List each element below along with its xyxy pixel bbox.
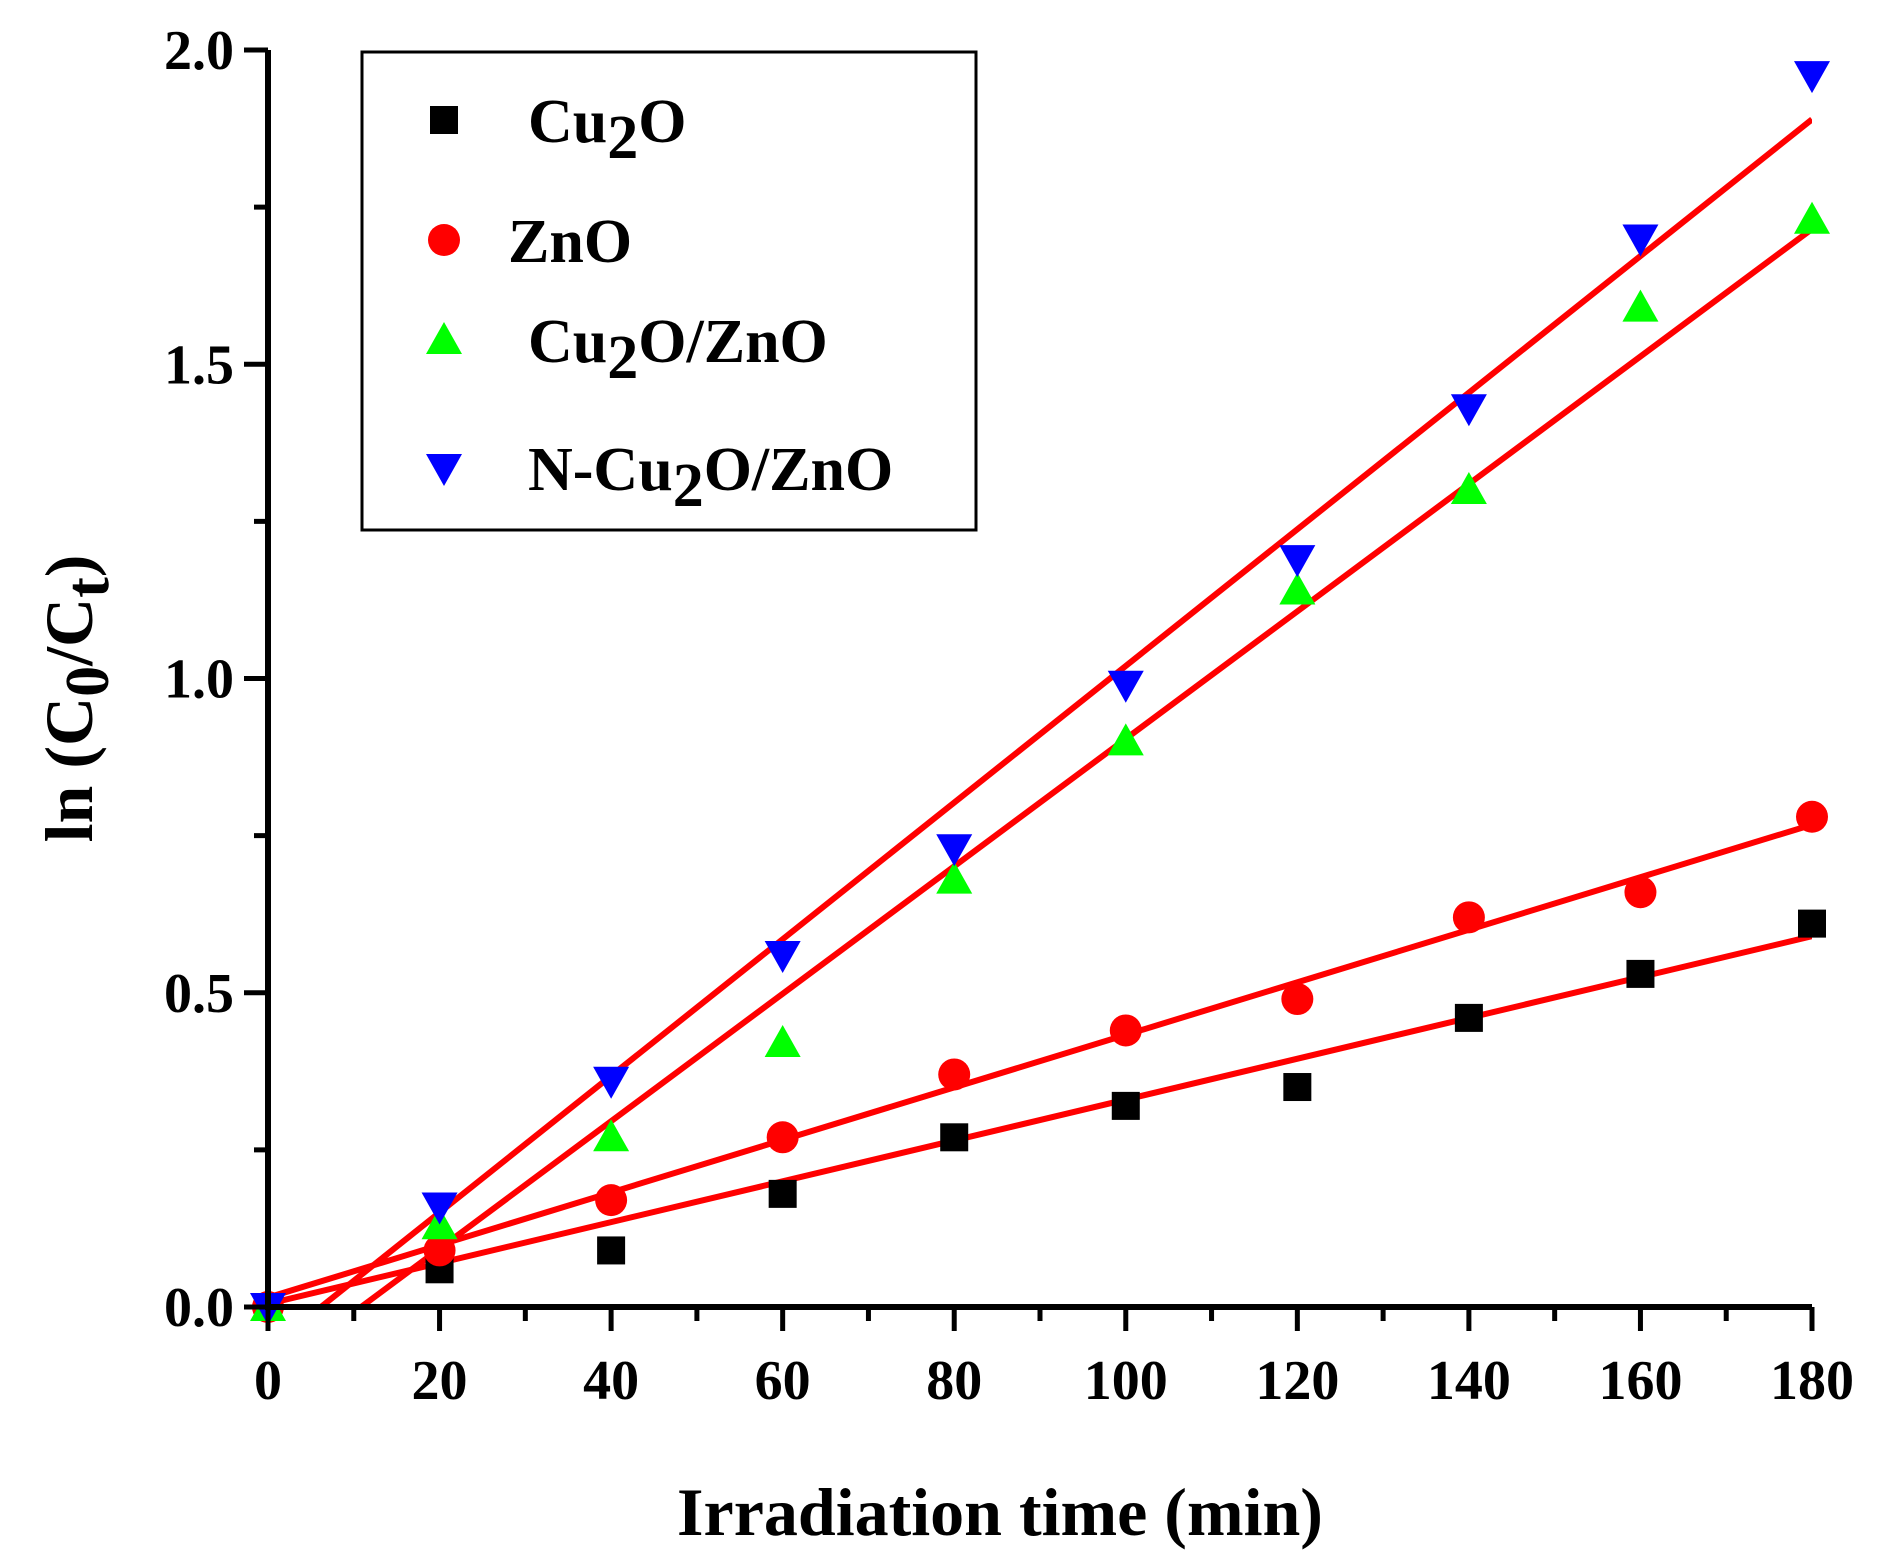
legend-label: Cu2O/ZnO [528, 308, 828, 392]
data-point [1452, 901, 1485, 934]
data-point [1622, 289, 1659, 322]
data-point [1798, 909, 1826, 938]
y-tick-label: 0.5 [164, 963, 234, 1025]
legend: Cu2O ZnO Cu2O/ZnO N-Cu2O/ZnO [360, 50, 978, 532]
legend-marker [430, 106, 458, 134]
x-axis-title: Irradiation time (min) [677, 1474, 1323, 1550]
data-point [593, 1066, 630, 1099]
data-point [1626, 959, 1655, 988]
data-point [597, 1236, 626, 1265]
data-point [423, 1234, 456, 1267]
x-tick-label: 80 [926, 1350, 982, 1412]
y-tick-label: 1.5 [164, 334, 234, 396]
data-point [1283, 1073, 1312, 1102]
fit-line-zno [268, 821, 1812, 1301]
data-point [936, 861, 973, 894]
data-point [938, 1058, 971, 1091]
x-tick-label: 120 [1255, 1350, 1339, 1412]
y-axis-title-prefix: ln (C [31, 697, 107, 842]
data-point [1450, 394, 1487, 427]
x-tick-label: 100 [1084, 1350, 1168, 1412]
data-point [1107, 723, 1144, 756]
data-point [1794, 201, 1830, 234]
y-tick-label: 1.0 [164, 649, 234, 711]
axes: 0 20 40 60 80 100 120 140 160 180 0.0 0.5 1.0 1.5 2.0 [164, 20, 1854, 1412]
legend-item: Cu2O/ZnO [426, 308, 828, 392]
x-tick-label: 40 [583, 1350, 639, 1412]
data-point [936, 834, 973, 867]
fit-lines [268, 117, 1812, 1307]
data-point [1622, 224, 1659, 257]
legend-item: N-Cu2O/ZnO [426, 436, 893, 520]
data-point [764, 1025, 801, 1058]
x-tick-label: 0 [254, 1350, 282, 1412]
x-tick-label: 180 [1770, 1350, 1854, 1412]
y-axis-title: ln (C0/Ct) [31, 555, 122, 843]
data-point [1279, 545, 1316, 578]
y-tick-label: 0.0 [164, 1277, 234, 1339]
legend-marker [428, 224, 460, 256]
data-point [940, 1123, 969, 1152]
x-tick-label: 140 [1427, 1350, 1511, 1412]
data-point [1454, 1003, 1483, 1032]
data-point [1624, 876, 1657, 909]
fit-line-cu2o-zno [356, 226, 1812, 1307]
legend-label: Cu2O [528, 88, 687, 172]
y-axis-title-suffix: ) [31, 555, 107, 578]
legend-marker [426, 454, 462, 486]
data-point [595, 1184, 628, 1217]
legend-label: N-Cu2O/ZnO [528, 436, 893, 520]
data-point [1279, 572, 1316, 605]
data-point [766, 1121, 799, 1154]
data-point [1109, 1014, 1142, 1047]
data-point [1111, 1091, 1140, 1120]
fit-line-n-cu2o-zno [316, 117, 1812, 1307]
legend-label: ZnO [508, 208, 632, 276]
data-point [1107, 670, 1144, 703]
data-point [1450, 471, 1487, 504]
y-axis-title-mid: /C [31, 598, 107, 667]
legend-marker [426, 322, 462, 354]
x-tick-label: 60 [755, 1350, 811, 1412]
data-point [421, 1192, 458, 1225]
data-point [768, 1179, 797, 1208]
data-point [593, 1119, 630, 1152]
x-tick-label: 20 [412, 1350, 468, 1412]
y-axis-title-sub-t: t [54, 577, 122, 598]
legend-box [360, 50, 978, 532]
data-point [764, 941, 801, 974]
legend-item: Cu2O [430, 88, 687, 172]
data-markers [250, 61, 1830, 1325]
y-tick-label: 2.0 [164, 20, 234, 82]
x-tick-label: 160 [1598, 1350, 1682, 1412]
y-axis-title-sub-0: 0 [54, 666, 122, 697]
data-point [1794, 61, 1830, 94]
fit-line-cu2o [268, 933, 1812, 1307]
legend-item: ZnO [428, 208, 632, 276]
data-point [1796, 800, 1828, 833]
data-point [1281, 983, 1314, 1016]
